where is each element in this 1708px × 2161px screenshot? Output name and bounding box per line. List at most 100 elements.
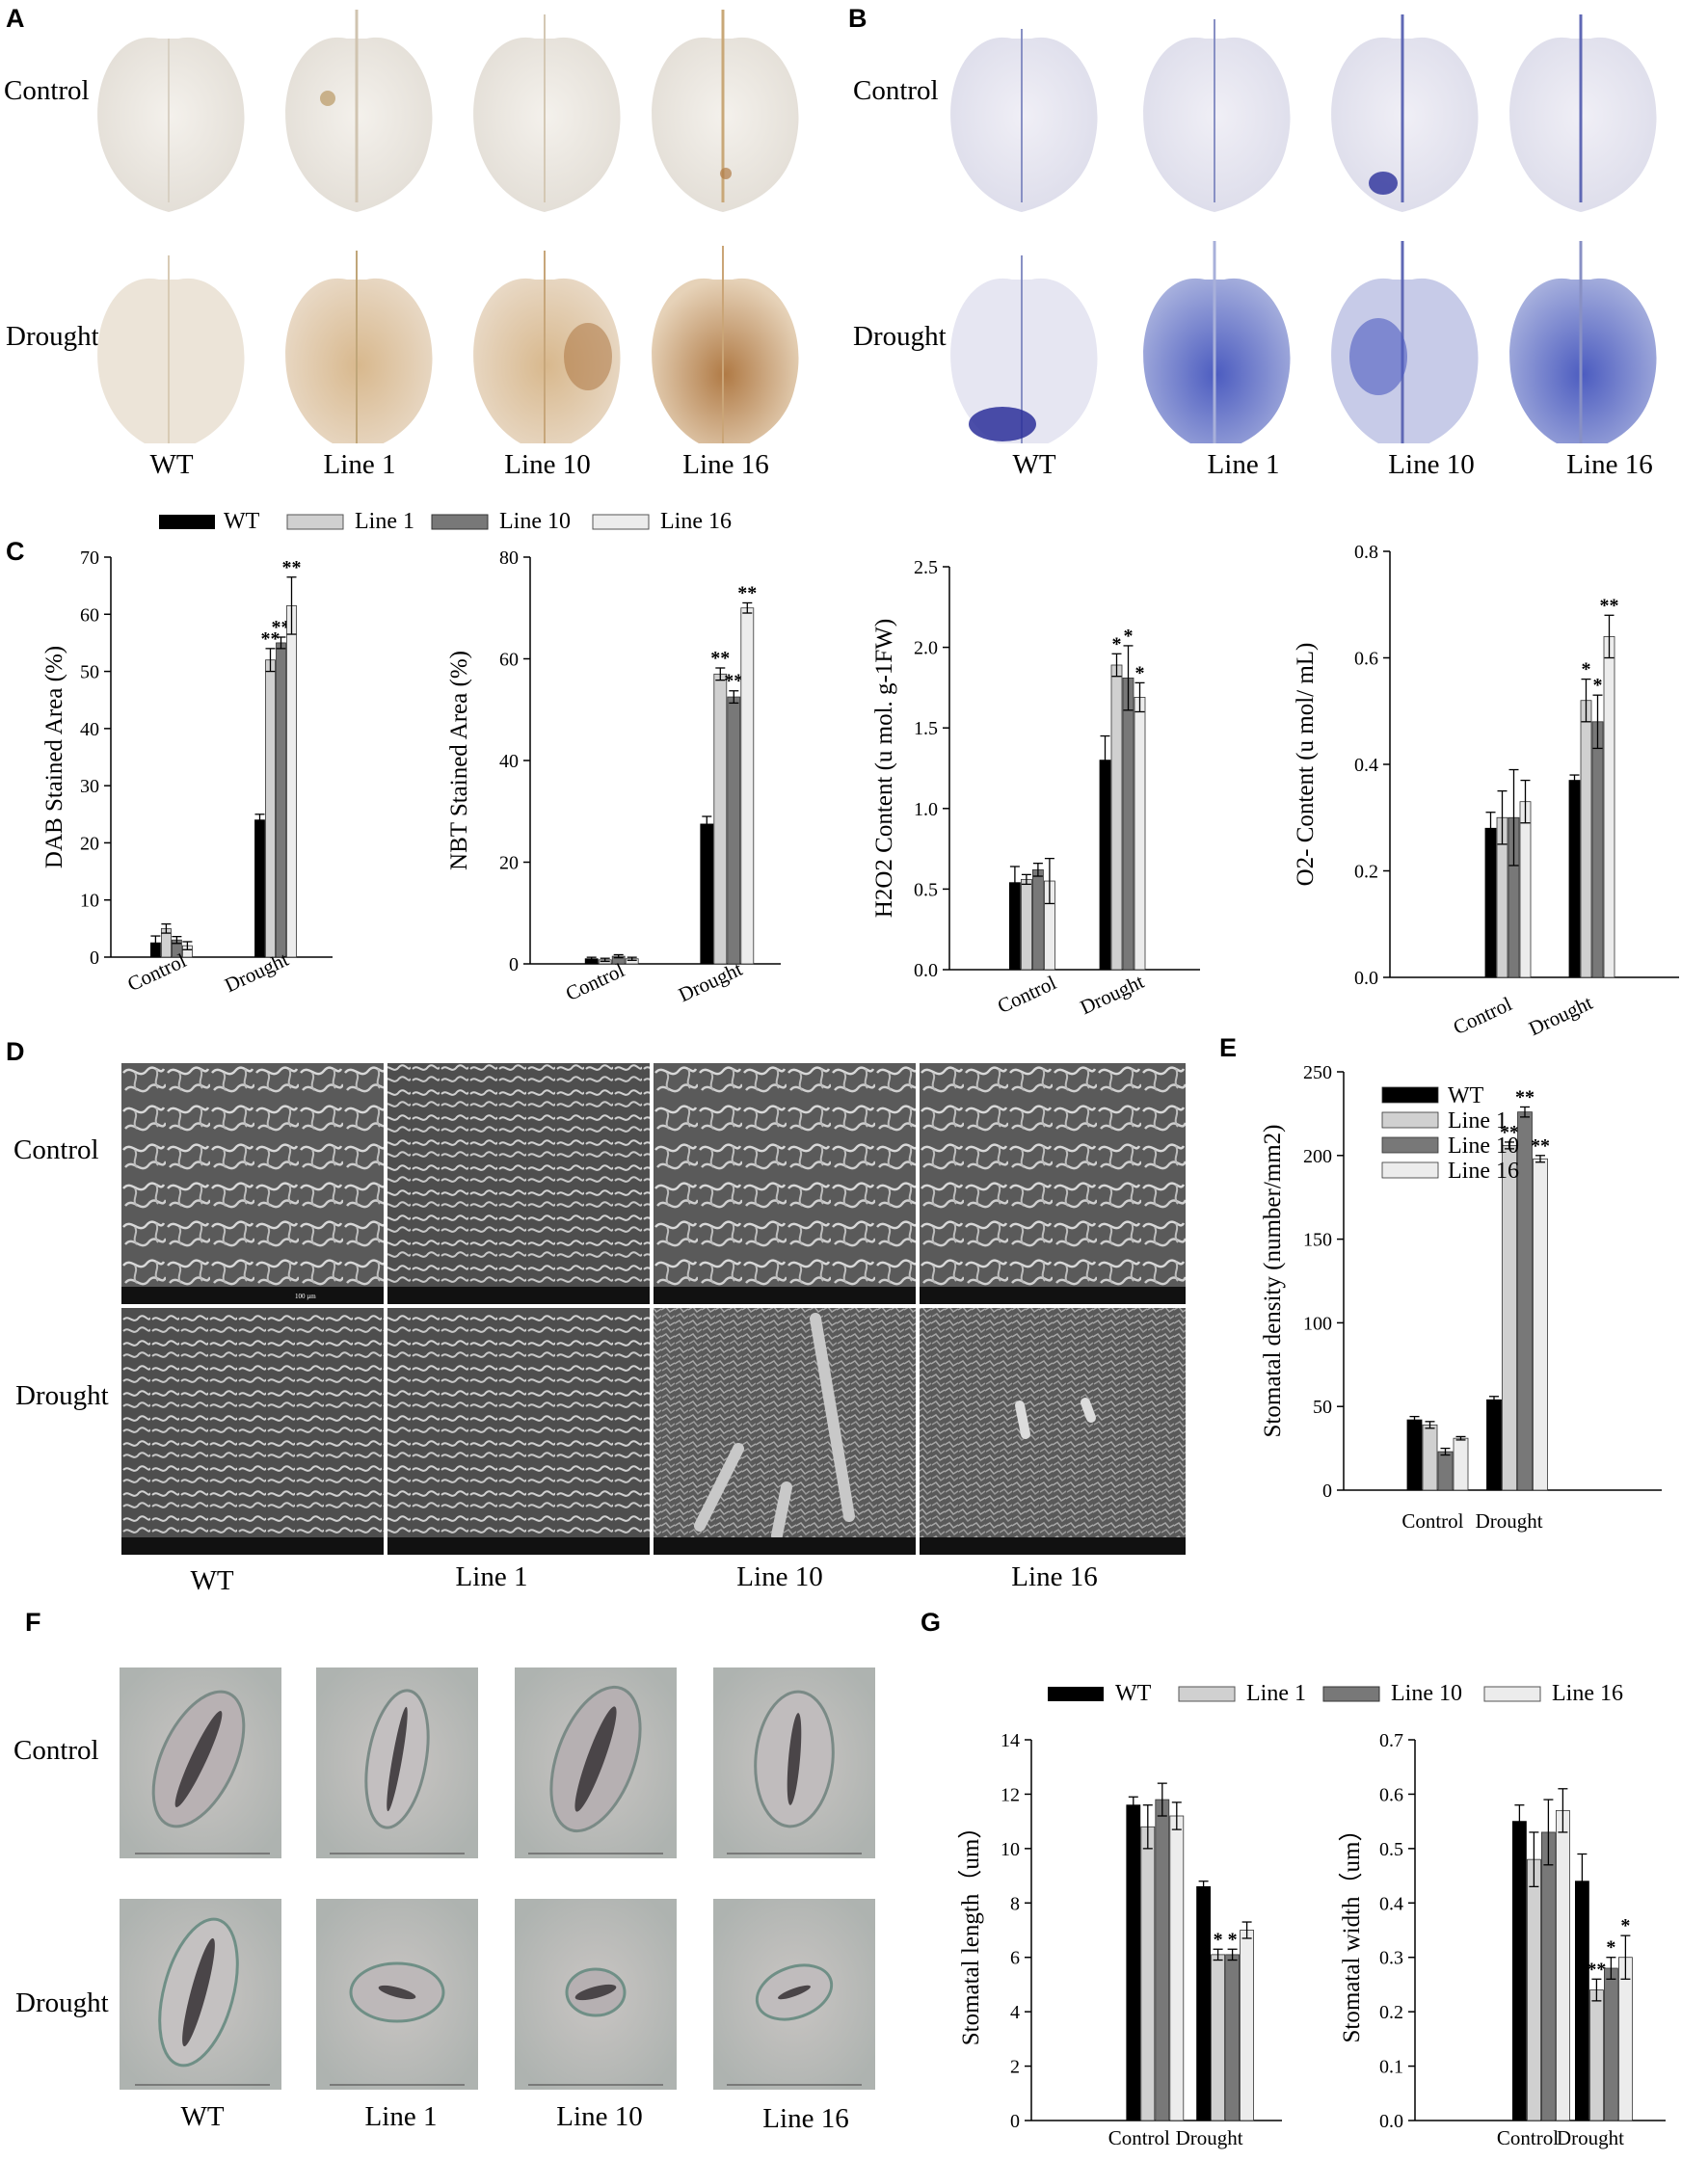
stoma-drought-line1 xyxy=(316,1899,478,2090)
legend-g-line16-label: Line 16 xyxy=(1552,1681,1623,1706)
col-label-b-line16: Line 16 xyxy=(1566,449,1653,480)
panel-label-g: G xyxy=(921,1608,942,1637)
bar-wt-control xyxy=(1511,1821,1527,2121)
bar-line16-drought xyxy=(1617,1957,1633,2121)
category-label: Control xyxy=(1450,992,1515,1039)
col-label-d-line16: Line 16 xyxy=(1011,1561,1098,1592)
y-tick-label: 50 xyxy=(80,662,99,683)
bar-wt-drought xyxy=(1099,760,1111,971)
bar-line10-drought xyxy=(1122,677,1134,971)
sem-drought-wt xyxy=(121,1308,384,1555)
significance-mark: ** xyxy=(272,617,291,638)
col-label-d-line1: Line 1 xyxy=(455,1561,528,1592)
leaf-drought-wt xyxy=(97,255,245,443)
legend-label: Line 16 xyxy=(1448,1159,1519,1184)
row-label-control: Control xyxy=(4,75,90,106)
legend-g-line10: Line 10 xyxy=(1322,1681,1462,1706)
leaf-b-control-line10 xyxy=(1331,14,1479,213)
legend-c-line10-label: Line 10 xyxy=(499,509,571,534)
bar-line16-control xyxy=(1519,801,1532,978)
y-tick-label: 0.5 xyxy=(1379,1839,1403,1860)
panel-label-a: A xyxy=(6,4,25,33)
significance-mark: ** xyxy=(261,628,280,650)
significance-mark: * xyxy=(1124,626,1134,647)
category-label: Control xyxy=(1108,2126,1170,2149)
leaf-drought-line1 xyxy=(285,251,433,443)
bar-line10-control xyxy=(1155,1799,1170,2121)
category-label: Drought xyxy=(1525,991,1596,1040)
y-axis-label: Stomatal density (number/mm2) xyxy=(1260,1125,1286,1438)
bar-wt-control xyxy=(1126,1804,1141,2121)
leaf-control-line10 xyxy=(473,14,621,213)
significance-mark: * xyxy=(1593,675,1603,696)
row-label-d-drought: Drought xyxy=(15,1380,109,1411)
bar-wt-control xyxy=(1406,1419,1423,1491)
leaf-drought-line10 xyxy=(473,251,621,443)
bar-line1-drought xyxy=(1502,1144,1517,1491)
panel-label-d: D xyxy=(6,1037,25,1066)
panel-label-c: C xyxy=(6,537,25,566)
y-tick-label: 80 xyxy=(499,547,519,569)
bar-line10-drought xyxy=(1517,1111,1533,1491)
sem-drought-line16 xyxy=(920,1308,1186,1555)
category-label: Drought xyxy=(1476,1509,1543,1533)
legend-swatch xyxy=(1381,1136,1439,1154)
significance-mark: ** xyxy=(282,557,302,578)
bar-line16-drought xyxy=(1533,1158,1548,1491)
leaf-b-control-wt xyxy=(950,29,1098,213)
y-axis-label: Stomatal length（um） xyxy=(957,1815,984,2046)
col-label-b-line1: Line 1 xyxy=(1207,449,1280,480)
y-tick-label: 0.0 xyxy=(914,960,938,981)
y-tick-label: 2 xyxy=(1010,2057,1020,2078)
significance-mark: ** xyxy=(1600,595,1619,616)
y-tick-label: 0.3 xyxy=(1379,1948,1403,1969)
row-label-f-drought: Drought xyxy=(15,1988,109,2018)
y-tick-label: 0 xyxy=(1010,2111,1020,2132)
y-axis-label: DAB Stained Area (%) xyxy=(41,646,67,868)
y-tick-label: 0.6 xyxy=(1354,649,1378,670)
category-label: Control xyxy=(562,958,627,1005)
significance-mark: ** xyxy=(1500,1122,1519,1143)
y-tick-label: 0.5 xyxy=(914,879,938,900)
significance-mark: ** xyxy=(724,671,743,692)
legend-g: WT Line 1 Line 10 Line 16 xyxy=(1048,1681,1623,1706)
legend-g-line1: Line 1 xyxy=(1178,1681,1306,1706)
y-tick-label: 20 xyxy=(80,833,99,854)
col-label-f-wt: WT xyxy=(180,2101,225,2132)
legend-swatch xyxy=(1381,1111,1439,1129)
stoma-drought-wt xyxy=(120,1899,281,2090)
legend-g-line10-label: Line 10 xyxy=(1391,1681,1462,1706)
bar-line1-drought xyxy=(1588,1989,1604,2121)
leaf-control-line16 xyxy=(652,10,799,213)
category-label: Control xyxy=(994,971,1059,1018)
bar-wt-drought xyxy=(1568,780,1581,978)
bar-line16-drought xyxy=(1603,636,1615,978)
chart-o2: 0.00.20.40.60.8O2- Content (u mol/ mL) **… xyxy=(1293,542,1679,1040)
significance-mark: ** xyxy=(1531,1135,1550,1157)
leaf-b-drought-line16 xyxy=(1509,241,1657,443)
y-tick-label: 8 xyxy=(1010,1893,1020,1914)
bar-wt-control xyxy=(1484,827,1497,978)
row-label-drought: Drought xyxy=(6,321,99,352)
legend-c-wt: WT xyxy=(159,509,260,534)
y-tick-label: 1.5 xyxy=(914,718,938,739)
dab-leaf-photos xyxy=(97,10,799,443)
row-label-d-control: Control xyxy=(13,1134,99,1165)
panel-label-f: F xyxy=(25,1608,41,1637)
bar-line16-drought xyxy=(286,604,297,958)
legend-c-wt-label: WT xyxy=(224,509,260,534)
bar-wt-drought xyxy=(700,823,714,965)
y-axis-label: NBT Stained Area (%) xyxy=(446,651,472,870)
legend-g-line16: Line 16 xyxy=(1483,1681,1623,1706)
bar-line16-drought xyxy=(1240,1930,1255,2121)
significance-mark: * xyxy=(1606,1937,1615,1959)
leaf-b-control-line1 xyxy=(1143,19,1291,213)
legend-g-line1-label: Line 1 xyxy=(1246,1681,1306,1706)
row-label-b-control: Control xyxy=(853,75,939,106)
y-tick-label: 200 xyxy=(1303,1146,1332,1167)
panel-label-b: B xyxy=(848,4,867,33)
legend-c-line1: Line 1 xyxy=(286,509,414,534)
bar-line10-drought xyxy=(727,696,741,965)
y-tick-label: 30 xyxy=(80,776,99,797)
